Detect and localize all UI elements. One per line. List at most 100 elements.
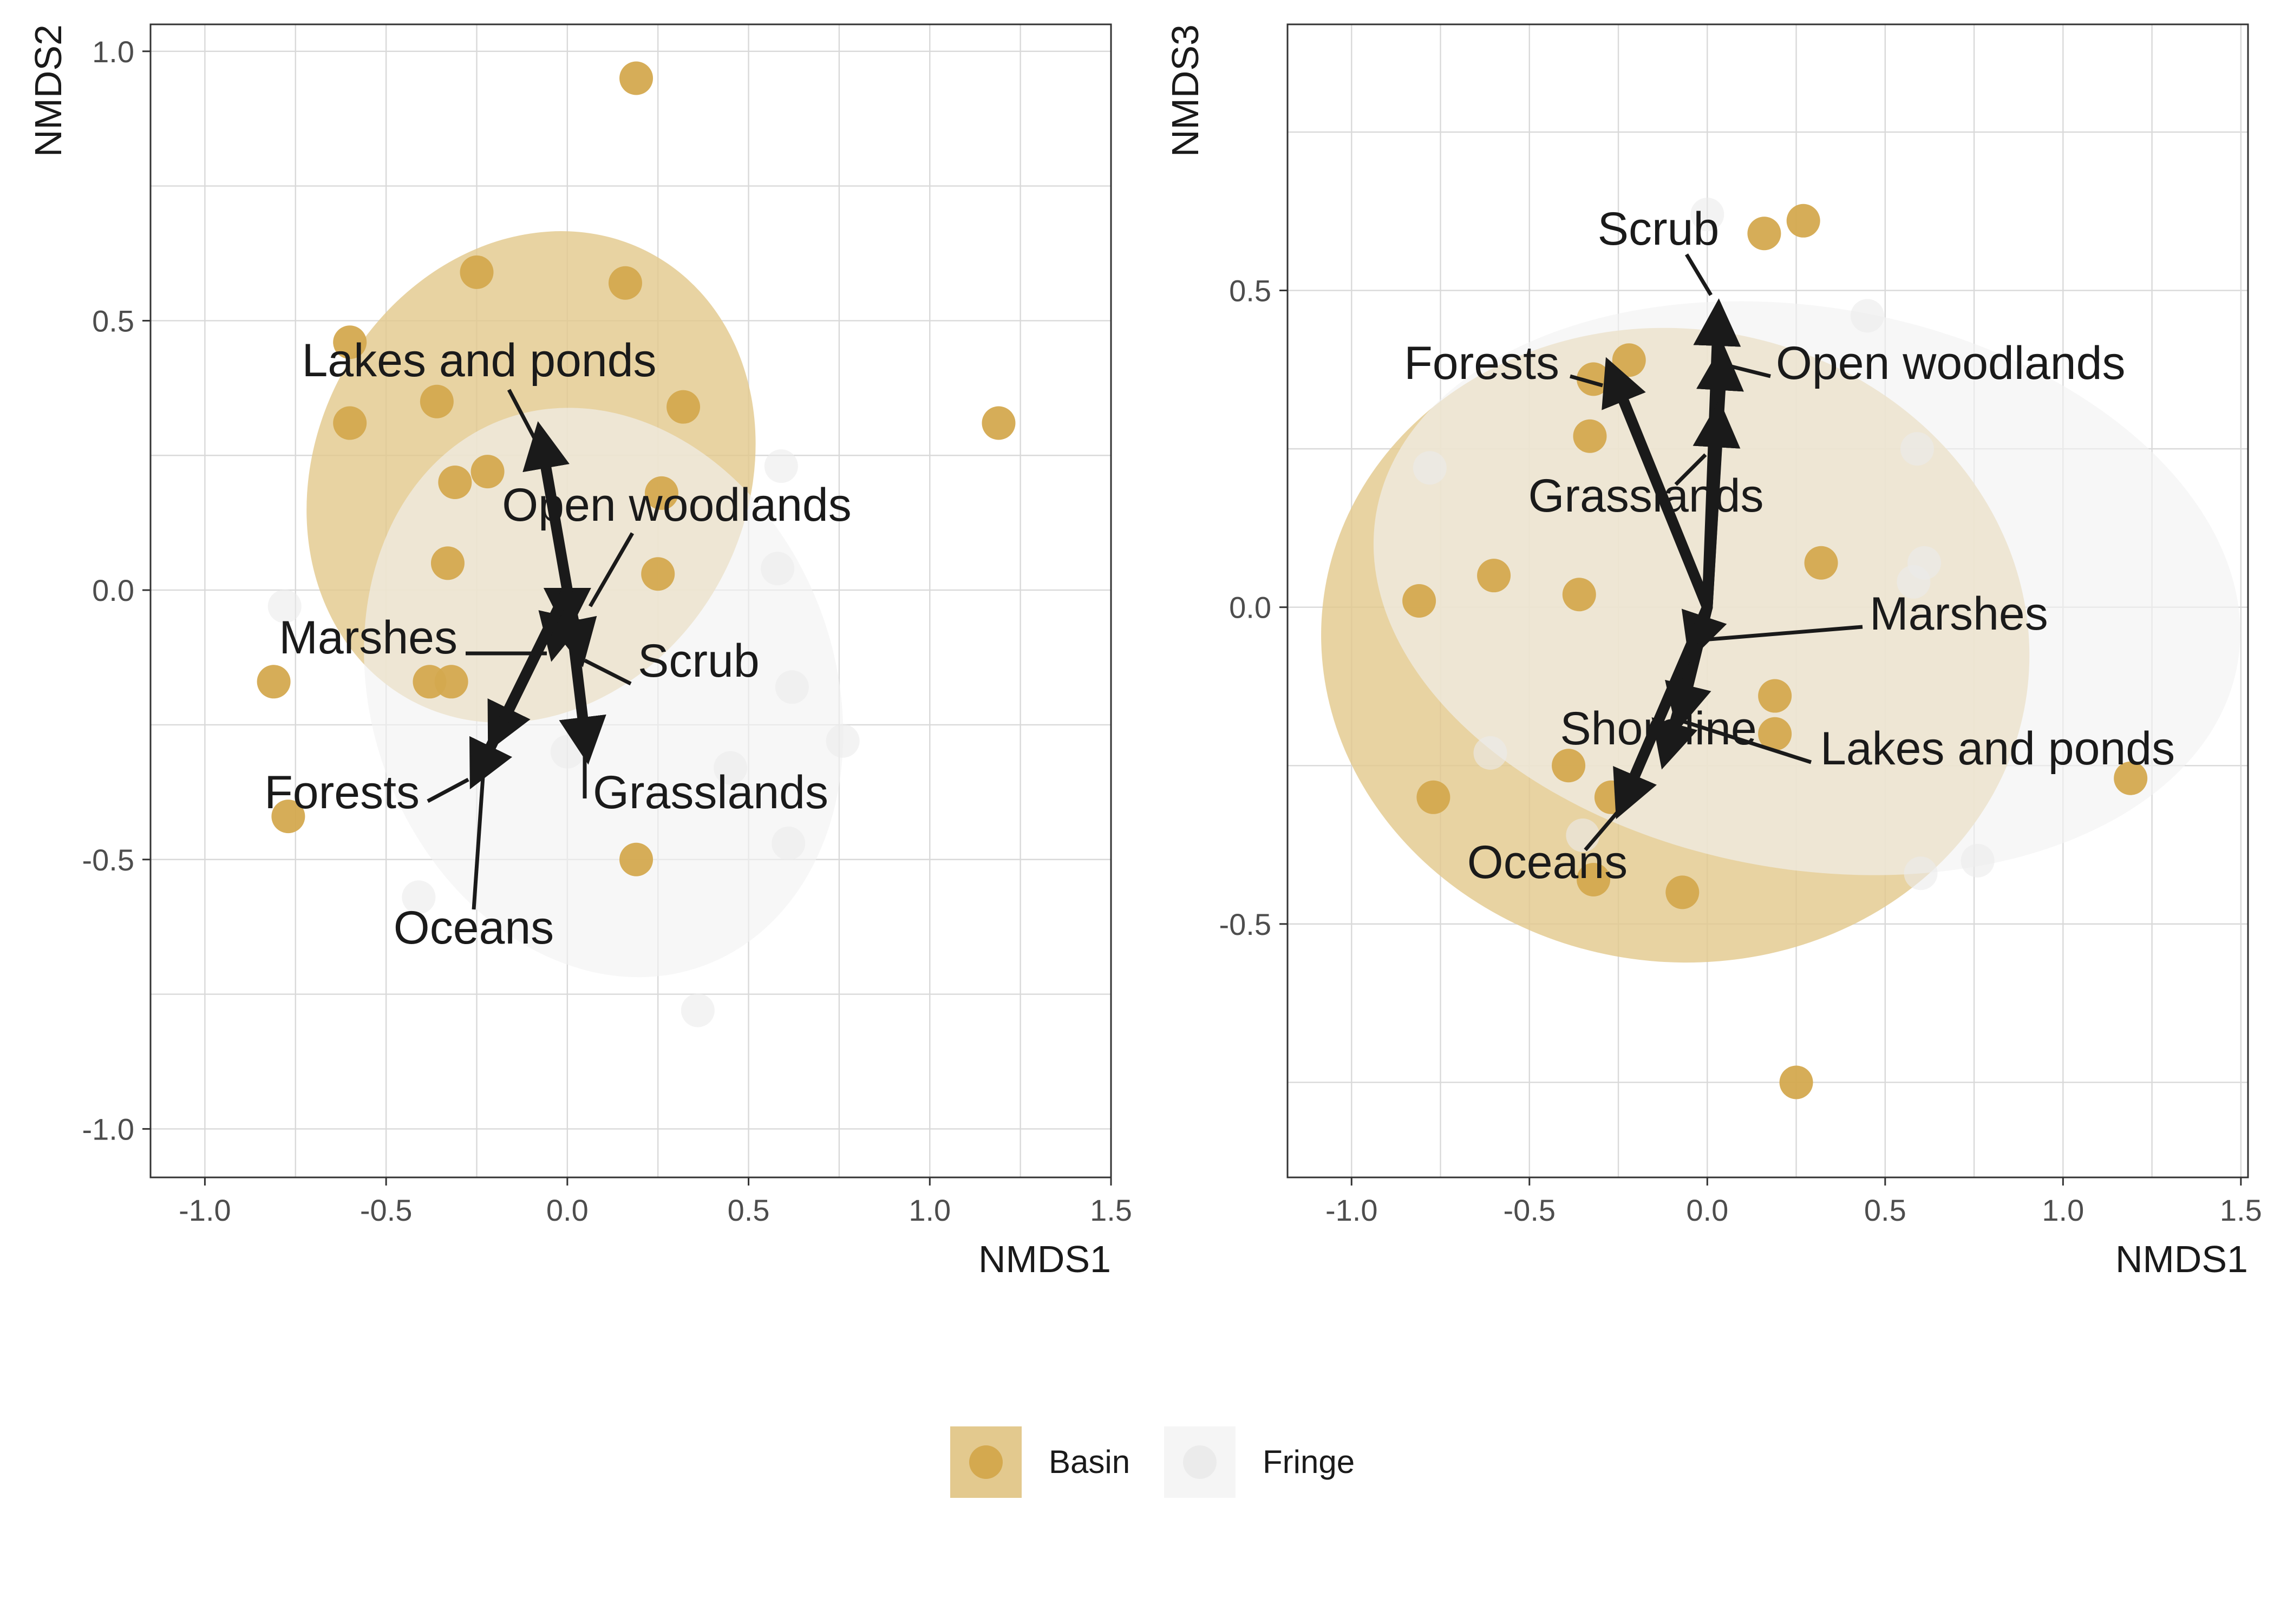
point-basin: [420, 384, 454, 418]
point-basin: [1416, 780, 1450, 814]
y-tick-label: -0.5: [1219, 907, 1272, 941]
point-fringe: [714, 751, 748, 785]
arrow-oceans: [469, 585, 573, 790]
env-vectors: [469, 421, 606, 790]
point-basin: [271, 800, 305, 834]
y-tick-label: 0.0: [92, 573, 134, 607]
data-points: [1402, 198, 2148, 1099]
x-tick-label: 1.5: [2220, 1193, 2262, 1227]
x-axis-title: NMDS1: [978, 1238, 1111, 1280]
point-basin: [1477, 559, 1511, 593]
point-fringe: [761, 552, 795, 586]
vector-label-forests: Forests: [264, 767, 420, 818]
axes: -1.0 -0.5 0.0 0.5 1.0 1.5 -0.5 0.0 0.5 NMDS1 NMDS3: [1164, 24, 2262, 1280]
point-basin: [619, 842, 654, 876]
point-fringe: [764, 449, 798, 483]
vector-label-oceans: Oceans: [394, 902, 554, 954]
leader-line-open-woodlands: [588, 532, 635, 607]
point-basin: [430, 546, 465, 580]
point-basin: [333, 325, 367, 359]
point-fringe: [402, 880, 436, 914]
data-points: [257, 61, 1016, 1027]
point-basin: [333, 406, 367, 440]
point-basin: [666, 390, 701, 424]
y-tick-label: 0.5: [1229, 274, 1271, 308]
point-basin: [257, 665, 291, 699]
point-fringe: [1413, 451, 1447, 485]
panel-border: [1286, 23, 2249, 1178]
vector-label-grasslands: Grasslands: [1528, 470, 1764, 522]
leader-line-oceans: [472, 768, 486, 910]
point-basin: [1758, 717, 1792, 751]
legend-label-basin: Basin: [1049, 1444, 1130, 1480]
arrow-lakes-and-ponds: [522, 421, 573, 596]
point-fringe: [1897, 565, 1931, 599]
point-basin: [1562, 578, 1596, 612]
x-tick-label: 0.0: [546, 1193, 589, 1227]
point-fringe: [772, 826, 806, 860]
x-tick-label: -1.0: [179, 1193, 231, 1227]
x-tick-label: 1.5: [1090, 1193, 1132, 1227]
point-basin: [1665, 875, 1700, 909]
x-tick-label: 1.0: [909, 1193, 951, 1227]
point-basin: [1612, 343, 1646, 377]
legend: Basin Fringe: [950, 1426, 1355, 1498]
vector-label-forests: Forests: [1404, 337, 1559, 389]
point-basin: [1577, 862, 1611, 896]
x-axis-title: NMDS1: [2115, 1238, 2248, 1280]
point-fringe: [681, 993, 715, 1027]
x-tick-label: -0.5: [360, 1193, 413, 1227]
leader-line-grasslands: [1674, 453, 1707, 486]
vector-labels: Scrub Open woodlands Forests Grasslands Mars…: [1404, 203, 2175, 888]
arrow-grasslands: [1693, 400, 1741, 613]
arrow-forests: [1602, 357, 1713, 613]
legend-point-basin: [969, 1445, 1003, 1479]
env-vectors: [1602, 298, 1744, 820]
leader-line-marshes: [1702, 625, 1863, 642]
point-basin: [438, 466, 472, 500]
x-tick-label: 0.0: [1686, 1193, 1728, 1227]
vector-label-scrub: Scrub: [638, 635, 760, 687]
y-axis-title: NMDS3: [1164, 24, 1206, 157]
point-fringe: [826, 724, 860, 758]
arrow-oceans: [1613, 601, 1713, 820]
x-tick-label: 0.5: [728, 1193, 770, 1227]
leader-line-forests: [1570, 374, 1603, 388]
point-fringe: [1904, 856, 1938, 890]
leader-line-scrub: [1684, 253, 1713, 296]
point-fringe: [1690, 198, 1724, 232]
y-tick-label: 0.5: [92, 304, 134, 338]
point-basin: [1573, 419, 1607, 453]
point-basin: [608, 266, 642, 300]
point-basin: [471, 455, 505, 489]
y-tick-label: 1.0: [92, 35, 134, 69]
vector-label-marshes: Marshes: [279, 612, 458, 664]
vector-label-open-woodlands: Open woodlands: [1776, 337, 2125, 389]
point-basin: [1402, 584, 1436, 618]
point-fringe: [1961, 843, 1995, 878]
axes: -1.0 -0.5 0.0 0.5 1.0 1.5 -1.0 -0.5 0.0 0.5 1.0 NMD…: [27, 24, 1132, 1280]
leader-line-forests: [427, 777, 469, 803]
point-fringe: [550, 735, 584, 769]
arrow-grasslands: [559, 585, 606, 765]
legend-label-fringe: Fringe: [1263, 1444, 1355, 1480]
point-fringe: [1850, 299, 1884, 333]
point-basin: [2114, 761, 2148, 795]
point-basin: [1779, 1065, 1813, 1099]
point-basin: [641, 557, 675, 591]
x-tick-label: 1.0: [2042, 1193, 2084, 1227]
point-basin: [619, 61, 654, 95]
point-fringe: [1473, 736, 1507, 770]
vector-label-oceans: Oceans: [1467, 836, 1628, 888]
vector-label-lakes-and-ponds: Lakes and ponds: [302, 335, 656, 387]
x-tick-label: 0.5: [1864, 1193, 1906, 1227]
point-basin: [1758, 679, 1792, 713]
y-axis-title: NMDS2: [27, 24, 69, 157]
point-fringe: [267, 589, 302, 623]
point-basin: [434, 665, 468, 699]
x-tick-label: -0.5: [1504, 1193, 1556, 1227]
y-tick-label: 0.0: [1229, 591, 1271, 625]
y-tick-label: -1.0: [82, 1112, 135, 1146]
